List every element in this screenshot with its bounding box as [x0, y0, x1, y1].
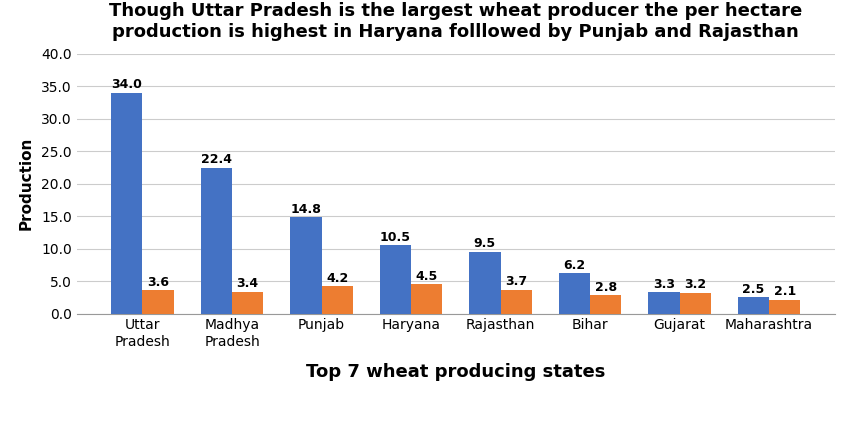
Bar — [321, 286, 353, 314]
Bar — [559, 273, 590, 314]
Bar — [111, 93, 142, 314]
Title: Though Uttar Pradesh is the largest wheat producer the per hectare
production is: Though Uttar Pradesh is the largest whea… — [109, 2, 803, 41]
Text: 2.8: 2.8 — [595, 281, 617, 294]
Text: 9.5: 9.5 — [474, 237, 496, 250]
Text: 3.4: 3.4 — [237, 277, 259, 290]
Bar — [380, 246, 411, 314]
Text: 10.5: 10.5 — [380, 231, 411, 244]
Bar — [738, 297, 769, 314]
Text: 14.8: 14.8 — [291, 203, 321, 216]
Bar — [142, 290, 174, 314]
Text: 6.2: 6.2 — [563, 258, 585, 271]
Text: 4.2: 4.2 — [326, 271, 348, 284]
Text: 3.3: 3.3 — [653, 278, 675, 291]
Bar — [232, 292, 263, 314]
Bar — [291, 217, 321, 314]
Bar — [680, 293, 711, 314]
Text: 22.4: 22.4 — [201, 154, 232, 167]
Text: 2.5: 2.5 — [742, 283, 764, 296]
Text: 3.6: 3.6 — [147, 276, 170, 289]
Y-axis label: Production: Production — [19, 137, 34, 230]
X-axis label: Top 7 wheat producing states: Top 7 wheat producing states — [306, 362, 606, 380]
Bar — [201, 168, 232, 314]
Text: 3.2: 3.2 — [684, 278, 706, 291]
Text: 3.7: 3.7 — [505, 275, 527, 288]
Bar — [590, 295, 621, 314]
Text: 34.0: 34.0 — [112, 78, 142, 91]
Bar — [648, 292, 680, 314]
Text: 4.5: 4.5 — [416, 270, 438, 283]
Bar — [769, 300, 801, 314]
Bar — [411, 284, 442, 314]
Bar — [469, 252, 501, 314]
Bar — [501, 289, 532, 314]
Text: 2.1: 2.1 — [774, 285, 796, 298]
